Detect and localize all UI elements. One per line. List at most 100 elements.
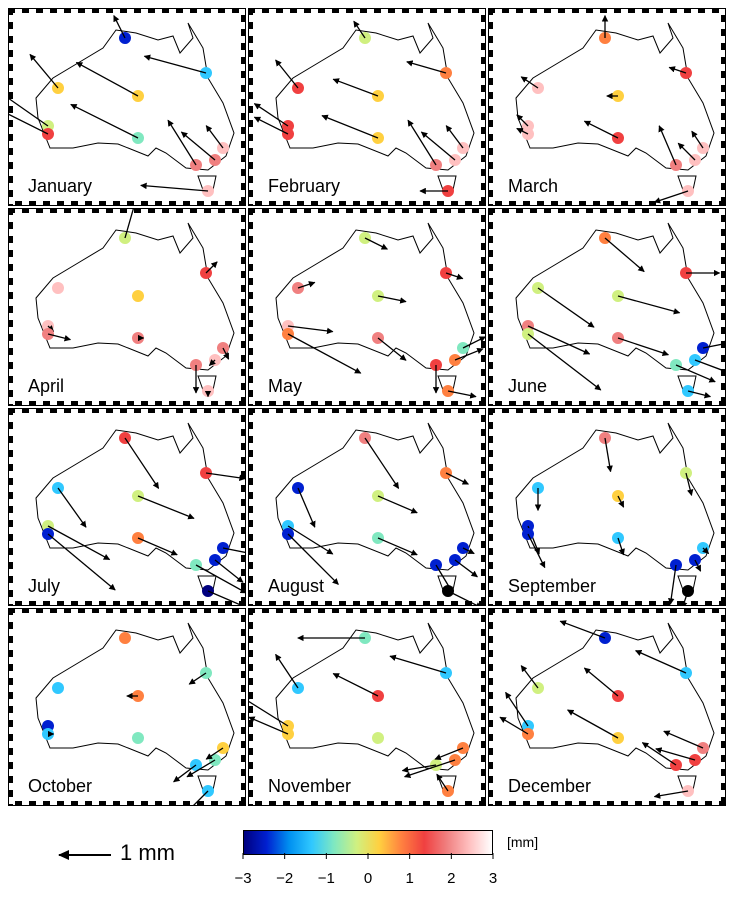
map-frame (8, 408, 246, 606)
displacement-arrow (222, 547, 246, 556)
station-dot (119, 632, 131, 644)
station-adelaide (567, 709, 624, 744)
station-adelaide (132, 732, 144, 744)
station-hobart (202, 585, 246, 606)
station-brisbane (205, 125, 229, 154)
scale-label: 1 mm (120, 840, 175, 865)
displacement-arrow (137, 537, 178, 556)
displacement-arrow (205, 261, 218, 274)
map-frame (488, 408, 726, 606)
station-brisbane (457, 336, 486, 354)
station-adelaide (132, 332, 145, 344)
map-frame (8, 208, 246, 406)
station-darwin (353, 20, 371, 44)
displacement-arrow (617, 537, 625, 556)
month-label: December (506, 776, 594, 796)
station-north-west (29, 53, 64, 94)
station-sydney (208, 354, 221, 367)
displacement-arrow (617, 495, 625, 508)
displacement-arrow (287, 533, 339, 585)
station-dot (372, 732, 384, 744)
station-sydney (180, 131, 221, 166)
colorbar-tick-label: 3 (489, 870, 497, 887)
station-melbourne (190, 359, 202, 394)
station-perth (248, 716, 294, 740)
displacement-arrow (275, 59, 299, 89)
station-perth (253, 116, 294, 140)
station-north-east (188, 667, 212, 685)
station-perth (282, 328, 362, 374)
displacement-arrow (377, 495, 418, 514)
colorbar-tick-label: 2 (447, 870, 455, 887)
map-panel-october: October (8, 608, 246, 806)
month-label: September (506, 576, 599, 596)
station-north-east (200, 467, 246, 481)
station-north-east (680, 267, 721, 279)
station-darwin (559, 620, 611, 644)
displacement-arrow (653, 190, 689, 204)
displacement-arrow (641, 742, 677, 766)
station-melbourne (668, 559, 682, 605)
displacement-arrow (275, 653, 299, 689)
station-perth (522, 528, 546, 569)
coastline (515, 622, 715, 771)
displacement-arrow (462, 336, 486, 349)
map-frame (488, 8, 726, 206)
map-frame (8, 8, 246, 206)
displacement-arrow (75, 61, 139, 97)
station-north-east (143, 54, 212, 79)
displacement-arrow (520, 665, 539, 689)
displacement-arrow (248, 697, 289, 727)
coastline (35, 222, 235, 371)
displacement-arrow (377, 295, 407, 304)
station-north-west (520, 76, 544, 94)
station-north-east (680, 467, 694, 497)
displacement-arrow (137, 495, 195, 520)
station-brisbane (457, 542, 475, 555)
station-adelaide (372, 532, 418, 556)
station-darwin (297, 632, 371, 644)
station-adelaide (612, 332, 670, 357)
map-svg (8, 208, 246, 406)
displacement-arrow (364, 237, 388, 250)
displacement-arrow (516, 127, 529, 135)
station-alice (132, 290, 144, 302)
colorbar-unit: [mm] (507, 834, 539, 850)
displacement-arrow (499, 716, 529, 735)
displacement-arrow (434, 747, 464, 761)
coastline (35, 622, 235, 771)
station-north-west (275, 653, 304, 694)
displacement-arrow (70, 103, 139, 139)
displacement-arrow (113, 15, 126, 39)
station-dot (52, 282, 64, 294)
colorbar-tick-label: −2 (276, 870, 293, 887)
station-alice (126, 690, 144, 702)
station-north-east (440, 267, 464, 280)
station-alice (606, 90, 624, 102)
displacement-arrow (403, 759, 456, 779)
station-dot (132, 290, 144, 302)
displacement-arrow (505, 691, 529, 727)
map-svg (248, 208, 486, 406)
displacement-arrow (401, 764, 437, 773)
map-svg (8, 8, 246, 206)
displacement-arrow (8, 97, 49, 127)
displacement-arrow (407, 119, 437, 166)
coastline (35, 422, 235, 571)
map-frame (248, 8, 486, 206)
station-sydney (420, 131, 461, 166)
map-frame (488, 608, 726, 806)
station-melbourne (670, 359, 716, 383)
station-perth (282, 528, 339, 585)
displacement-arrow (377, 337, 407, 361)
station-alice (612, 490, 625, 508)
displacement-arrow (222, 347, 230, 360)
displacement-arrow (140, 182, 209, 192)
displacement-arrow (604, 237, 645, 273)
station-hobart (436, 773, 454, 797)
station-hobart (682, 385, 712, 399)
station-north-east (635, 650, 692, 679)
displacement-arrow (406, 60, 447, 74)
displacement-arrow (205, 472, 246, 481)
displacement-arrow (655, 747, 696, 761)
